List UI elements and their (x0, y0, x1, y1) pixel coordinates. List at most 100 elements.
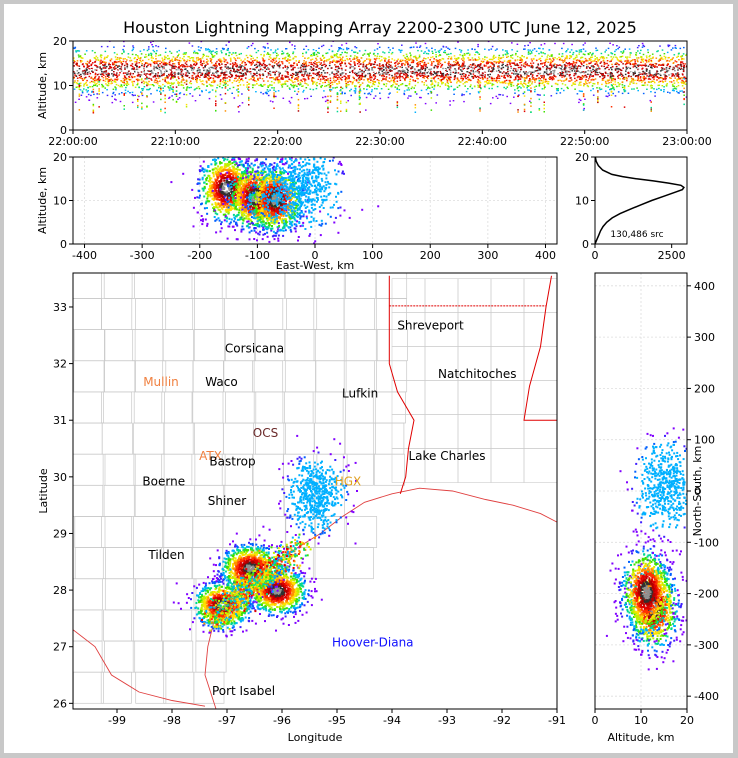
source-point (215, 68, 217, 71)
source-point (115, 87, 117, 89)
source-point (378, 79, 380, 82)
source-point (219, 83, 222, 85)
source-point (251, 75, 254, 77)
source-point (267, 94, 270, 97)
source-point (602, 56, 605, 58)
source-point (195, 78, 197, 81)
source-point (575, 79, 578, 82)
source-point (180, 73, 182, 76)
source-point (514, 78, 517, 81)
source-point (164, 64, 166, 66)
source-point (517, 90, 520, 92)
source-point (350, 94, 352, 97)
source-point (511, 72, 513, 74)
source-point (624, 69, 626, 72)
source-point (300, 64, 303, 66)
source-point (587, 85, 590, 88)
source-point (182, 78, 184, 80)
source-point (649, 63, 652, 65)
source-point (145, 76, 148, 78)
source-point (413, 87, 415, 89)
source-point (362, 64, 365, 66)
source-point (562, 72, 565, 74)
source-point (289, 88, 291, 90)
source-point (457, 41, 459, 43)
source-point (615, 49, 617, 51)
source-point (637, 89, 639, 92)
source-point (524, 66, 526, 68)
source-point (515, 52, 517, 55)
source-point (648, 74, 651, 76)
source-point (638, 71, 640, 74)
source-point (140, 53, 143, 55)
source-point (353, 90, 356, 92)
source-point (295, 56, 297, 58)
source-point (277, 90, 280, 92)
source-point (513, 67, 515, 70)
source-point (678, 59, 680, 61)
source-point (572, 83, 574, 85)
source-point (498, 62, 500, 64)
source-point (366, 85, 368, 87)
source-point (149, 65, 152, 67)
source-point (167, 55, 169, 57)
source-point (259, 63, 261, 65)
source-point (94, 76, 96, 79)
source-point (398, 77, 401, 79)
source-point (322, 76, 324, 78)
source-point (609, 71, 612, 74)
source-point (324, 72, 326, 74)
source-point (468, 54, 471, 56)
source-point (301, 74, 303, 76)
source-point (678, 67, 681, 69)
source-point (675, 65, 678, 67)
source-point (123, 69, 126, 71)
source-point (380, 56, 383, 58)
source-point (490, 77, 493, 80)
source-point (137, 78, 139, 81)
source-point (152, 57, 154, 59)
source-point (495, 68, 497, 70)
source-point (619, 60, 621, 62)
source-point (492, 97, 494, 99)
source-point (310, 54, 313, 56)
source-point (516, 59, 519, 61)
source-point (554, 76, 557, 78)
source-point (611, 70, 614, 72)
source-point (337, 67, 340, 69)
source-point (525, 63, 527, 66)
source-point (246, 68, 248, 71)
source-point (419, 45, 422, 47)
source-point (316, 70, 318, 72)
source-point (304, 79, 307, 81)
source-point (294, 90, 296, 92)
source-point (488, 87, 491, 90)
source-point (564, 71, 567, 73)
source-point (201, 63, 204, 65)
source-point (257, 78, 259, 80)
source-point (657, 84, 659, 87)
source-point (230, 69, 232, 72)
source-point (538, 77, 540, 79)
source-point (497, 75, 499, 78)
source-point (424, 75, 427, 77)
source-point (616, 71, 619, 74)
source-point (126, 59, 128, 61)
source-point (162, 90, 165, 92)
source-point (374, 71, 376, 73)
source-point (436, 85, 439, 87)
source-point (234, 52, 237, 54)
source-point (677, 64, 680, 66)
source-point (154, 61, 156, 63)
source-point (197, 59, 200, 61)
source-point (682, 74, 684, 76)
source-point (318, 61, 320, 63)
source-point (436, 59, 439, 62)
source-point (384, 59, 386, 61)
source-point (204, 66, 206, 68)
source-point (244, 58, 246, 60)
source-point (100, 54, 103, 57)
source-point (464, 76, 466, 78)
source-point (399, 66, 402, 68)
source-point (385, 73, 387, 75)
